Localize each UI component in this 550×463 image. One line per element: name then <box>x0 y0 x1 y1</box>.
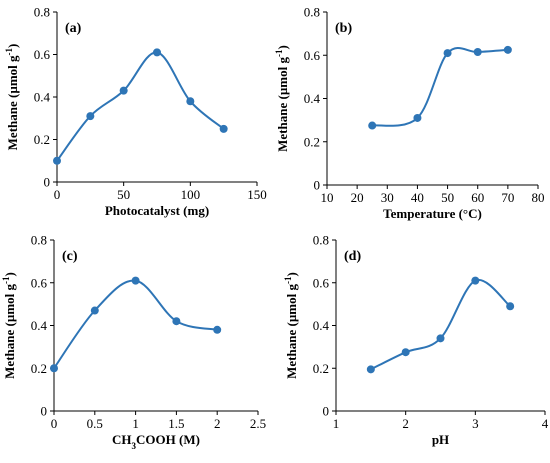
data-point <box>53 156 61 165</box>
y-tick-label: 0.2 <box>34 132 50 147</box>
y-axis-label: Methane (µmol g-1) <box>283 272 299 379</box>
x-axis-label: pH <box>432 432 449 447</box>
panel-label: (a) <box>65 21 82 36</box>
data-point <box>366 365 375 374</box>
data-point <box>131 276 140 285</box>
x-tick-label: 80 <box>532 190 545 205</box>
data-point <box>86 112 95 121</box>
series-line <box>370 279 511 371</box>
x-axis-label: CH3COOH (M) <box>112 432 200 451</box>
y-tick-label: 0.4 <box>31 318 48 333</box>
data-point <box>401 348 410 357</box>
y-axis-label: Methane (µmol g-1) <box>1 272 17 379</box>
x-tick-label: 0 <box>51 416 58 431</box>
x-tick-label: 1.5 <box>168 416 184 431</box>
y-tick-label: 0.4 <box>304 91 321 106</box>
y-tick-label: 0 <box>314 178 321 193</box>
y-axis-label: Methane (µmol g-1) <box>274 45 290 152</box>
x-tick-label: 4 <box>542 416 549 431</box>
y-tick-label: 0.8 <box>304 5 320 20</box>
series-line <box>56 51 225 162</box>
y-tick-label: 0.4 <box>34 90 51 105</box>
series-line <box>53 279 218 369</box>
data-point <box>119 86 128 95</box>
chart-panel-4: 0 0.2 0.4 0.6 0.8 1 2 3 4 pH Methane (µmol g-1) (d) <box>283 233 549 448</box>
y-tick-label: 0.8 <box>313 233 329 248</box>
y-tick-label: 0.2 <box>313 361 329 376</box>
data-point <box>368 121 377 130</box>
data-point <box>90 306 99 315</box>
y-tick-label: 0.6 <box>31 275 48 290</box>
series-line <box>372 47 508 127</box>
data-point <box>473 48 482 57</box>
y-axis-label: Methane (µmol g-1) <box>4 44 20 151</box>
x-tick-label: 20 <box>351 190 364 205</box>
y-tick-label: 0.8 <box>34 5 50 20</box>
x-tick-label: 2 <box>214 416 221 431</box>
panel-label: (d) <box>344 249 361 264</box>
x-tick-label: 70 <box>501 190 514 205</box>
x-tick-label: 0.5 <box>87 416 103 431</box>
x-tick-label: 30 <box>381 190 394 205</box>
data-point <box>413 113 422 122</box>
data-point <box>213 325 222 334</box>
x-tick-label: 1 <box>132 416 139 431</box>
data-point <box>471 276 480 285</box>
y-tick-label: 0.2 <box>31 361 47 376</box>
x-axis-label: Photocatalyst (mg) <box>105 203 209 218</box>
data-point <box>506 302 515 311</box>
y-tick-label: 0 <box>323 404 330 419</box>
x-tick-label: 40 <box>411 190 424 205</box>
panel-label: (c) <box>62 249 78 264</box>
x-axis-label: Temperature (°C) <box>383 206 482 221</box>
x-tick-label: 100 <box>181 187 201 202</box>
x-tick-label: 10 <box>321 190 334 205</box>
x-tick-label: 50 <box>117 187 130 202</box>
y-tick-label: 0 <box>41 404 48 419</box>
panel-label: (b) <box>335 21 352 36</box>
y-tick-label: 0.6 <box>34 47 51 62</box>
y-tick-label: 0.6 <box>304 48 321 63</box>
x-tick-label: 2.5 <box>250 416 266 431</box>
y-tick-label: 0.6 <box>313 275 330 290</box>
data-point <box>172 317 181 326</box>
x-tick-label: 50 <box>441 190 454 205</box>
x-tick-label: 150 <box>247 187 267 202</box>
data-point <box>153 48 161 57</box>
data-point <box>503 45 512 54</box>
y-tick-label: 0.8 <box>31 233 47 248</box>
data-point <box>219 124 228 133</box>
x-tick-label: 2 <box>402 416 409 431</box>
data-point <box>436 334 445 343</box>
x-tick-label: 3 <box>472 416 479 431</box>
y-tick-label: 0.2 <box>304 134 320 149</box>
x-tick-label: 0 <box>54 187 61 202</box>
data-point <box>443 49 452 58</box>
chart-panel-1: 0 0.2 0.4 0.6 0.8 0 50 100 150 Photocatalyst (mg)… <box>4 5 267 219</box>
data-point <box>186 97 195 106</box>
y-tick-label: 0.4 <box>313 318 330 333</box>
chart-panel-2: 0 0.2 0.4 0.6 0.8 10 20 30 40 50 60 70 80 Temperature… <box>274 5 545 222</box>
chart-panel-3: 0 0.2 0.4 0.6 0.8 0 0.5 1 1.5 2 2.5 CH3COOH (M) Meth… <box>1 233 266 452</box>
x-tick-label: 60 <box>471 190 484 205</box>
x-tick-label: 1 <box>333 416 340 431</box>
y-tick-label: 0 <box>44 175 51 190</box>
data-point <box>50 364 58 373</box>
